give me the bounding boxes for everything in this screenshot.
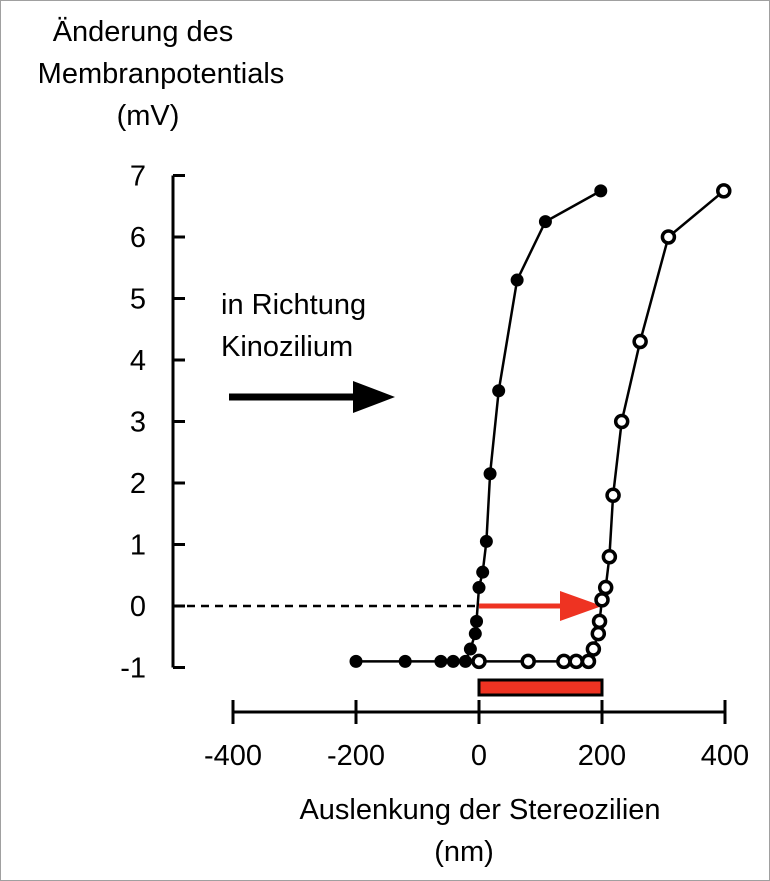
plot-area bbox=[173, 183, 732, 697]
x-tick-label: -400 bbox=[204, 740, 262, 772]
y-tick-label: 4 bbox=[130, 345, 146, 377]
shift-bar bbox=[477, 678, 604, 697]
shift-arrow-head bbox=[560, 591, 602, 621]
y-axis-title-line-3: (mV) bbox=[117, 100, 180, 132]
filled-data-point bbox=[538, 215, 552, 229]
x-tick-label: -200 bbox=[327, 740, 385, 772]
filled-data-point bbox=[492, 384, 506, 398]
filled-data-point bbox=[472, 581, 486, 595]
filled-data-point bbox=[510, 273, 524, 287]
open-data-point bbox=[591, 613, 608, 630]
filled-data-point bbox=[349, 654, 363, 668]
y-tick-label: 0 bbox=[130, 591, 146, 623]
filled-data-point bbox=[479, 534, 493, 548]
open-data-point bbox=[632, 333, 648, 350]
open-data-point bbox=[605, 487, 621, 504]
annotation-line-1: in Richtung bbox=[221, 289, 366, 321]
x-tick-label: 0 bbox=[471, 740, 487, 772]
x-axis-title-line-1: Auslenkung der Stereozilien bbox=[299, 794, 660, 826]
filled-data-point bbox=[458, 654, 472, 668]
open-data-point bbox=[590, 625, 607, 642]
filled-data-point bbox=[446, 654, 460, 668]
kinocilium-direction-arrow bbox=[229, 381, 395, 413]
open-data-point bbox=[471, 653, 487, 670]
filled-data-point bbox=[470, 614, 484, 628]
open-data-point bbox=[660, 229, 677, 245]
filled-data-point bbox=[468, 627, 482, 641]
open-data-point bbox=[580, 653, 597, 670]
open-data-point bbox=[568, 653, 584, 670]
filled-data-point bbox=[483, 467, 497, 481]
filled-data-point bbox=[476, 565, 490, 579]
y-axis-title-line-1: Änderung des bbox=[53, 16, 234, 48]
open-data-point bbox=[585, 641, 602, 657]
open-data-point bbox=[520, 653, 536, 670]
open-data-point bbox=[594, 592, 610, 608]
y-axis-title-line-2: Membranpotentials bbox=[38, 58, 285, 90]
y-tick-label: 3 bbox=[130, 407, 146, 439]
y-tick-label: 6 bbox=[130, 222, 146, 254]
x-tick-label: 200 bbox=[578, 740, 626, 772]
y-tick-label: 7 bbox=[130, 161, 146, 193]
open-data-point bbox=[556, 653, 572, 670]
open-data-point bbox=[601, 549, 618, 565]
filled-data-point bbox=[434, 654, 448, 668]
filled-data-point bbox=[594, 184, 608, 198]
y-tick-label: -1 bbox=[120, 653, 146, 685]
filled-data-point bbox=[398, 654, 412, 668]
filled-data-point bbox=[463, 642, 477, 656]
x-axis-title-line-2: (nm) bbox=[434, 836, 494, 868]
open-data-point bbox=[613, 413, 630, 430]
axes: 7 6 5 4 3 2 1 0 -1 -400 -200 0 200 400 bbox=[120, 161, 749, 773]
open-data-point bbox=[597, 579, 614, 596]
y-tick-label: 2 bbox=[130, 468, 146, 500]
y-tick-label: 1 bbox=[130, 530, 146, 562]
open-data-point bbox=[716, 183, 732, 199]
y-tick-label: 5 bbox=[130, 284, 146, 316]
annotation-line-2: Kinozilium bbox=[221, 331, 353, 363]
x-tick-label: 400 bbox=[701, 740, 749, 772]
